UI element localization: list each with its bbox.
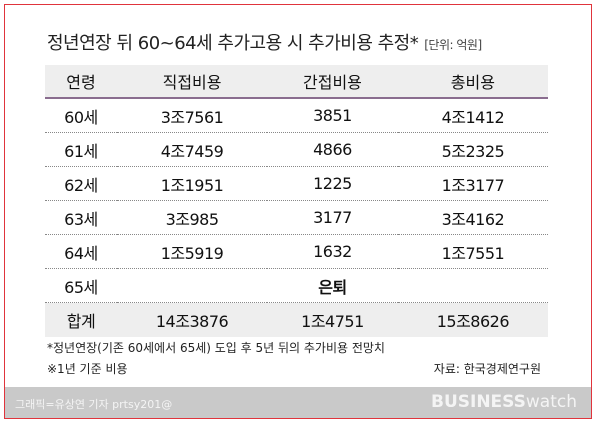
footer-bar: 그래픽=유상연 기자 prtsy201@ BUSINESSwatch: [5, 387, 591, 418]
brand-light: watch: [525, 392, 577, 412]
cost-cell: 4조7459: [116, 132, 268, 167]
table-row: 62세 1조1951 1225 1조3177: [45, 166, 548, 201]
credit: 그래픽=유상연 기자 prtsy201@: [15, 398, 173, 411]
infographic: 정년연장 뒤 60~64세 추가고용 시 추가비용 추정* [단위: 억원] 연령…: [4, 4, 592, 419]
cost-cell: 1조5919: [116, 234, 268, 269]
title-line: 정년연장 뒤 60~64세 추가고용 시 추가비용 추정* [단위: 억원]: [47, 29, 482, 55]
table-row: 65세 은퇴: [45, 268, 548, 303]
cost-cell: 은퇴: [116, 268, 548, 303]
brand-bold: BUSINESS: [430, 392, 526, 412]
source: 자료: 한국경제연구원: [433, 362, 541, 376]
age-cell: 63세: [45, 200, 117, 235]
cost-cell: 1225: [267, 166, 398, 201]
age-cell: 60세: [45, 98, 117, 133]
cost-cell: 1조4751: [267, 302, 398, 337]
cost-cell: 4866: [267, 132, 398, 167]
column-header: 연령: [45, 65, 117, 99]
table-row: 합계 14조3876 1조4751 15조8626: [45, 302, 548, 337]
table-row: 60세 3조7561 3851 4조1412: [45, 98, 548, 133]
cost-cell: 14조3876: [116, 302, 268, 337]
cost-cell: 4조1412: [397, 98, 548, 133]
column-header: 총비용: [397, 65, 548, 99]
cost-cell: 3177: [267, 200, 398, 235]
cost-cell: 1조1951: [116, 166, 268, 201]
column-header: 간접비용: [267, 65, 398, 99]
header-row: 연령 직접비용 간접비용 총비용: [45, 65, 548, 99]
cost-cell: 3조7561: [116, 98, 268, 133]
cost-table: 연령 직접비용 간접비용 총비용 60세 3조7561 3851 4조1412 61세 4조745…: [45, 65, 548, 337]
cost-cell: 3851: [267, 98, 398, 133]
table-row: 61세 4조7459 4866 5조2325: [45, 132, 548, 167]
cost-cell: 1632: [267, 234, 398, 269]
footnote: ※1년 기준 비용: [47, 362, 128, 376]
age-cell: 64세: [45, 234, 117, 269]
cost-cell: 3조4162: [397, 200, 548, 235]
age-cell: 합계: [45, 302, 117, 337]
footnote: *정년연장(기존 60세에서 65세) 도입 후 5년 뒤의 추가비용 전망치: [47, 341, 385, 355]
table-row: 64세 1조5919 1632 1조7551: [45, 234, 548, 269]
title: 정년연장 뒤 60~64세 추가고용 시 추가비용 추정*: [47, 33, 419, 54]
cost-cell: 15조8626: [397, 302, 548, 337]
brand: BUSINESSwatch: [431, 392, 577, 412]
cost-cell: 5조2325: [397, 132, 548, 167]
cost-cell: 1조7551: [397, 234, 548, 269]
table-row: 63세 3조985 3177 3조4162: [45, 200, 548, 235]
unit: [단위: 억원]: [424, 38, 482, 52]
cost-cell: 1조3177: [397, 166, 548, 201]
cost-cell: 3조985: [116, 200, 268, 235]
age-cell: 65세: [45, 268, 117, 303]
column-header: 직접비용: [116, 65, 268, 99]
age-cell: 62세: [45, 166, 117, 201]
age-cell: 61세: [45, 132, 117, 167]
